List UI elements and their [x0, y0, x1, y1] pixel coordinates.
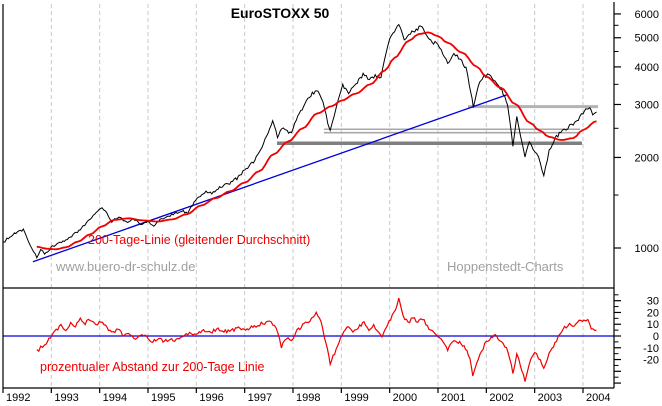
- axis-label: 30: [647, 296, 659, 308]
- panel-borders: [2, 2, 615, 389]
- axis-label: -20: [643, 355, 659, 367]
- axis-label: 5000: [635, 33, 659, 45]
- axis-label: 2003: [538, 392, 562, 404]
- axis-label: 1994: [103, 392, 127, 404]
- axis-label: 0: [653, 331, 659, 343]
- trendline: [32, 94, 507, 263]
- resistance-lines: [277, 105, 598, 145]
- axis-label: 1993: [54, 392, 78, 404]
- axis-label: 1999: [344, 392, 368, 404]
- axis-label: 1000: [635, 243, 659, 255]
- oscillator-panel: [3, 297, 614, 382]
- x-axis: 1992 1993 1994 1995 1996 1997 1998 1999 2000 2001…: [2, 388, 610, 404]
- axis-label: 2004: [586, 392, 610, 404]
- axis-label: 2002: [489, 392, 513, 404]
- axis-label: -10: [643, 343, 659, 355]
- ma200-line: [36, 31, 597, 251]
- axis-label: 1998: [296, 392, 320, 404]
- axis-label: 2000: [393, 392, 417, 404]
- price-panel: [3, 23, 598, 263]
- axis-label: 1995: [151, 392, 175, 404]
- watermark-left: www.buero-dr-schulz.de: [56, 259, 196, 274]
- axis-label: 1997: [248, 392, 272, 404]
- ma-line-label: 200-Tage-Linie (gleitender Durchschnitt): [88, 233, 311, 247]
- axis-label: 20: [647, 307, 659, 319]
- oscillator-line: [36, 297, 597, 382]
- y-axis-price: 6000 5000 4000 3000 2000 1000: [614, 9, 659, 255]
- year-gridlines: [2, 4, 584, 388]
- chart-title: EuroSTOXX 50: [230, 5, 330, 21]
- oscillator-label: prozentualer Abstand zur 200-Tage Linie: [40, 360, 265, 374]
- axis-label: 2001: [441, 392, 465, 404]
- axis-label: 1996: [199, 392, 223, 404]
- axis-label: 1992: [6, 392, 30, 404]
- axis-label: 3000: [635, 99, 659, 111]
- watermark-right: Hoppenstedt-Charts: [447, 259, 564, 274]
- price-series-line: [3, 23, 597, 260]
- axis-label: 4000: [635, 62, 659, 74]
- axis-label: 2000: [635, 152, 659, 164]
- axis-label: 6000: [635, 9, 659, 21]
- axis-label: 10: [647, 319, 659, 331]
